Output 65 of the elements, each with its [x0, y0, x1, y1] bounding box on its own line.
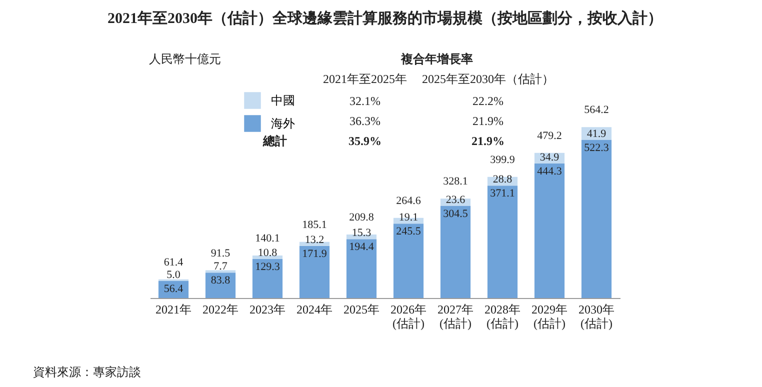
text: 32.1%: [350, 94, 380, 108]
data-label: 171.9: [302, 248, 328, 260]
data-label: 7.7: [214, 260, 228, 273]
text: 2021年至2025年: [323, 72, 407, 86]
data-label: 371.1: [490, 188, 515, 200]
data-label: 5.0: [166, 268, 181, 281]
data-label: 522.3: [584, 142, 610, 154]
text: 2025年至2030年（估計）: [422, 72, 554, 86]
data-label: 41.9: [586, 128, 607, 140]
text: 22.2%: [472, 94, 504, 108]
source-note: 資料來源：專家訪談: [33, 365, 141, 379]
text: 人民幣十億元: [149, 52, 221, 66]
bar: [252, 258, 283, 298]
data-label: 13.2: [304, 234, 324, 246]
legend-label: 海外: [271, 116, 295, 130]
total-label: 328.1: [443, 176, 468, 188]
bar: [440, 206, 471, 298]
bar: [581, 140, 612, 298]
total-label: 61.4: [164, 256, 184, 268]
x-tick-label: 2024年: [296, 302, 332, 316]
bar: [252, 256, 283, 259]
data-label: 34.9: [540, 151, 560, 164]
data-label: 444.3: [537, 165, 562, 178]
annotation: 36.3%: [350, 114, 380, 128]
bar: [299, 246, 330, 298]
data-label: 15.3: [352, 227, 372, 240]
data-label: 245.5: [396, 226, 422, 238]
text: 複合年增長率: [400, 52, 473, 66]
total-label: 399.9: [490, 154, 516, 166]
bar: [346, 239, 377, 298]
data-label: 28.8: [492, 174, 513, 186]
x-tick-label: 2028年 (估計): [484, 302, 520, 330]
total-label: 479.2: [537, 130, 562, 142]
data-label: 129.3: [255, 260, 280, 273]
data-label: 19.1: [398, 212, 418, 224]
annotation: 35.9%: [348, 134, 382, 148]
data-label: 56.4: [164, 282, 184, 295]
data-label: 304.5: [443, 208, 468, 220]
bar: [205, 272, 236, 298]
total-label: 140.1: [255, 232, 280, 245]
x-tick-label: 2025年: [344, 302, 380, 316]
data-label: 83.8: [210, 274, 231, 287]
legend-label: 中國: [271, 94, 295, 108]
total-label: 91.5: [210, 247, 231, 260]
total-label: 564.2: [584, 104, 609, 116]
x-tick-label: 2023年: [250, 302, 286, 316]
x-tick-label: 2029年 (估計): [532, 302, 568, 330]
x-tick-label: 2021年: [156, 302, 192, 316]
x-tick-label: 2027年 (估計): [438, 302, 474, 330]
bar: [534, 163, 565, 298]
data-label: 10.8: [258, 246, 278, 259]
annotation: 總計: [262, 134, 287, 148]
x-tick-label: 2030年 (估計): [578, 302, 614, 330]
total-label: 264.6: [396, 194, 422, 207]
annotation: 21.9%: [472, 114, 504, 128]
x-tick-label: 2026年 (估計): [390, 302, 426, 330]
total-label: 185.1: [302, 218, 327, 231]
chart-title: 2021年至2030年（估計）全球邊緣雲計算服務的市場規模（按地區劃分，按收入計）: [108, 9, 662, 27]
bar: [393, 224, 424, 298]
x-tick-label: 2022年: [202, 302, 238, 316]
bar: [487, 186, 518, 298]
data-label: 23.6: [446, 194, 466, 206]
data-label: 194.4: [349, 241, 374, 254]
annotation: 21.9%: [472, 134, 504, 148]
total-label: 209.8: [349, 211, 374, 224]
